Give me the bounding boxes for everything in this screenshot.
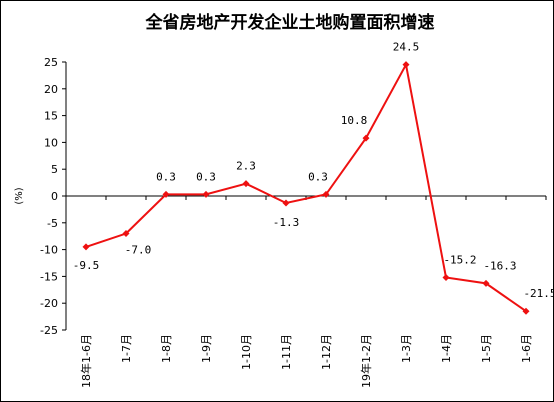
x-tick-label: 1-11月 [280,334,293,370]
data-label: -1.3 [273,216,300,229]
data-point [442,273,450,281]
x-tick-label: 1-7月 [120,334,133,363]
x-tick-label: 1-12月 [320,334,333,370]
x-tick-label: 1-9月 [200,334,213,363]
y-tick-label: -20 [40,297,58,310]
data-point [482,279,490,287]
x-tick-label: 1-10月 [240,334,253,370]
y-tick-label: 25 [44,56,58,69]
x-tick-label: 19年1-2月 [359,334,373,388]
y-tick-label: -10 [40,244,58,257]
chart-title: 全省房地产开发企业土地购置面积增速 [145,12,435,33]
data-point [242,180,250,188]
data-label: -21.5 [523,287,554,300]
data-label: 24.5 [393,41,420,54]
x-tick-label: 18年1-6月 [79,334,93,388]
data-label: -9.5 [73,259,100,272]
data-label: -16.3 [483,259,516,272]
data-label: 2.3 [236,160,256,173]
data-label: -7.0 [125,244,152,257]
data-label: 0.3 [196,170,216,183]
y-tick-label: 0 [51,190,58,203]
y-tick-label: -15 [40,270,58,283]
x-tick-label: 1-6月 [520,334,533,363]
y-tick-label: -5 [47,217,58,230]
series-sales-growth [82,61,530,315]
y-tick-label: -25 [40,324,58,337]
y-axis-label: (%) [14,187,25,204]
data-point [522,307,530,315]
data-label: 0.3 [308,170,328,183]
data-point [362,134,370,142]
data-point [122,230,130,238]
x-tick-label: 1-5月 [480,334,493,363]
data-point [82,243,90,251]
data-label: 0.3 [156,170,176,183]
data-point [402,61,410,69]
y-tick-label: 15 [44,110,58,123]
data-point [162,190,170,198]
data-point [202,190,210,198]
y-tick-label: 20 [44,83,58,96]
x-tick-label: 1-3月 [400,334,413,363]
data-labels: -9.5 -7.0 0.3 0.3 2.3 -1.3 0.3 10.8 24.5 -15.2 -16… [73,41,554,301]
data-label: -15.2 [443,253,476,266]
x-tick-label: 1-8月 [160,334,173,363]
data-point [322,190,330,198]
x-tick-label: 1-4月 [440,334,453,363]
y-tick-label: 5 [51,163,58,176]
axes: 25 20 15 10 5 0 -5 -10 -15 -20 -25 18年1-6月 1-7月 1-8月 1… [40,56,547,388]
data-point [282,199,290,207]
data-label: 10.8 [341,114,368,127]
y-tick-label: 10 [44,136,58,149]
series-line [85,61,527,313]
